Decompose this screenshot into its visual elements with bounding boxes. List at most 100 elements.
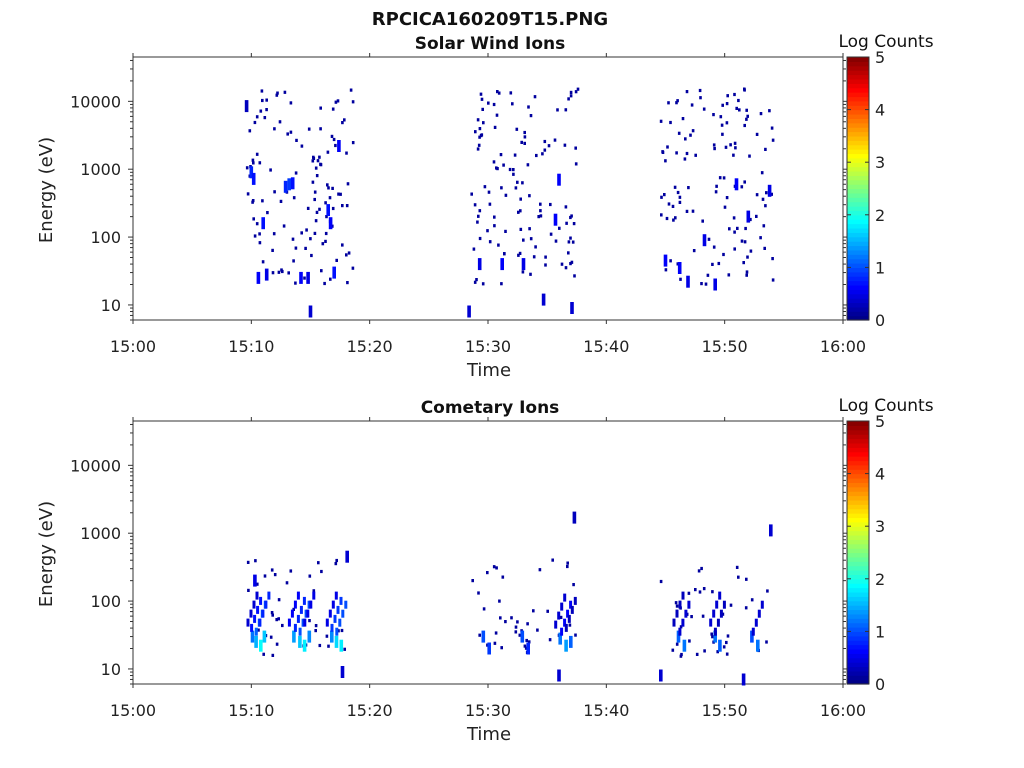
count-cell [267,591,271,600]
count-cell [554,239,558,243]
colorbar-tick-label: 1 [875,258,885,277]
count-cell [292,259,295,263]
count-cell [573,596,577,605]
count-cell [713,278,717,291]
count-cell [481,630,486,643]
count-cell [692,249,696,253]
count-cell [287,618,291,627]
count-cell [331,206,335,211]
count-cell [497,91,501,95]
count-cell [327,186,330,190]
y-tick-label: 100 [90,228,121,247]
x-axis-label: Time [466,360,511,381]
colorbar-segment [847,434,869,440]
count-cell [289,101,293,105]
count-cell [275,618,278,622]
count-cell [324,231,328,236]
colorbar-tick-label: 3 [875,153,885,172]
colorbar-segment [847,530,869,536]
count-cell [255,222,259,226]
count-cell [565,221,568,225]
count-cell [722,176,726,180]
count-cell [523,135,527,139]
colorbar-segment [847,92,869,98]
count-cell [312,591,316,600]
colorbar-segment [847,197,869,203]
count-cell [299,271,303,284]
count-cell [514,186,518,190]
count-cell [687,186,690,190]
colorbar-segment [847,83,869,89]
count-cell [480,97,484,101]
count-cell [514,625,518,629]
count-cell [269,168,272,172]
count-cell [473,280,477,284]
count-cell [713,627,717,636]
count-cell [702,107,706,111]
count-cell [313,231,317,235]
count-cell [544,255,547,259]
count-cell [271,613,274,617]
count-cell [336,99,340,103]
count-cell [703,649,706,653]
count-cell [539,209,542,213]
count-cell [302,639,307,652]
count-cell [760,171,764,175]
colorbar-segment [847,627,869,632]
colorbar-segment [847,118,869,124]
count-cell [528,194,531,198]
count-cell [281,269,284,274]
count-cell [261,260,265,264]
count-cell [513,153,517,157]
colorbar-segment [847,201,869,207]
count-cell [557,173,561,186]
count-cell [745,117,748,121]
colorbar-segment [847,263,869,268]
colorbar-segment [847,57,869,62]
colorbar-segment [847,131,869,137]
colorbar-segment [847,219,869,225]
count-cell [715,184,718,188]
count-cell [492,565,496,569]
colorbar-segment [847,249,869,255]
count-cell [762,224,766,228]
count-cell [725,196,729,200]
colorbar-segment [847,70,869,76]
count-cell [493,125,497,129]
count-cell [502,163,505,167]
count-cell [750,598,754,602]
count-cell [676,262,680,266]
count-cell [262,652,265,656]
x-tick-label: 15:20 [347,701,393,720]
count-cell [572,222,576,226]
colorbar-segment [847,482,869,488]
count-cell [733,141,737,145]
y-tick-label: 10000 [70,456,121,475]
count-cell [482,607,486,611]
count-cell [521,270,525,274]
count-cell [569,215,572,220]
count-cell [337,629,340,633]
count-cell [543,148,547,152]
count-cell [483,185,487,189]
count-cell [314,629,317,633]
count-cell [685,209,689,213]
count-cell [706,273,710,277]
count-cell [754,618,758,627]
colorbar-segment [847,534,869,540]
count-cell [725,102,729,106]
panel-title: Solar Wind Ions [415,34,566,54]
count-cell [727,273,731,277]
colorbar-segment [847,306,869,312]
colorbar-segment [847,539,869,545]
count-cell [306,609,310,618]
count-cell [745,273,748,277]
x-tick-label: 15:50 [702,701,748,720]
cometary-panel: Cometary Ions 15:00 15:10 15:20 15:30 15:40 1… [36,396,934,745]
count-cell [481,107,484,111]
count-cell [737,98,740,103]
count-cell [330,630,334,643]
count-cell [340,666,345,678]
count-cell [252,161,255,165]
colorbar-segment [847,609,869,615]
